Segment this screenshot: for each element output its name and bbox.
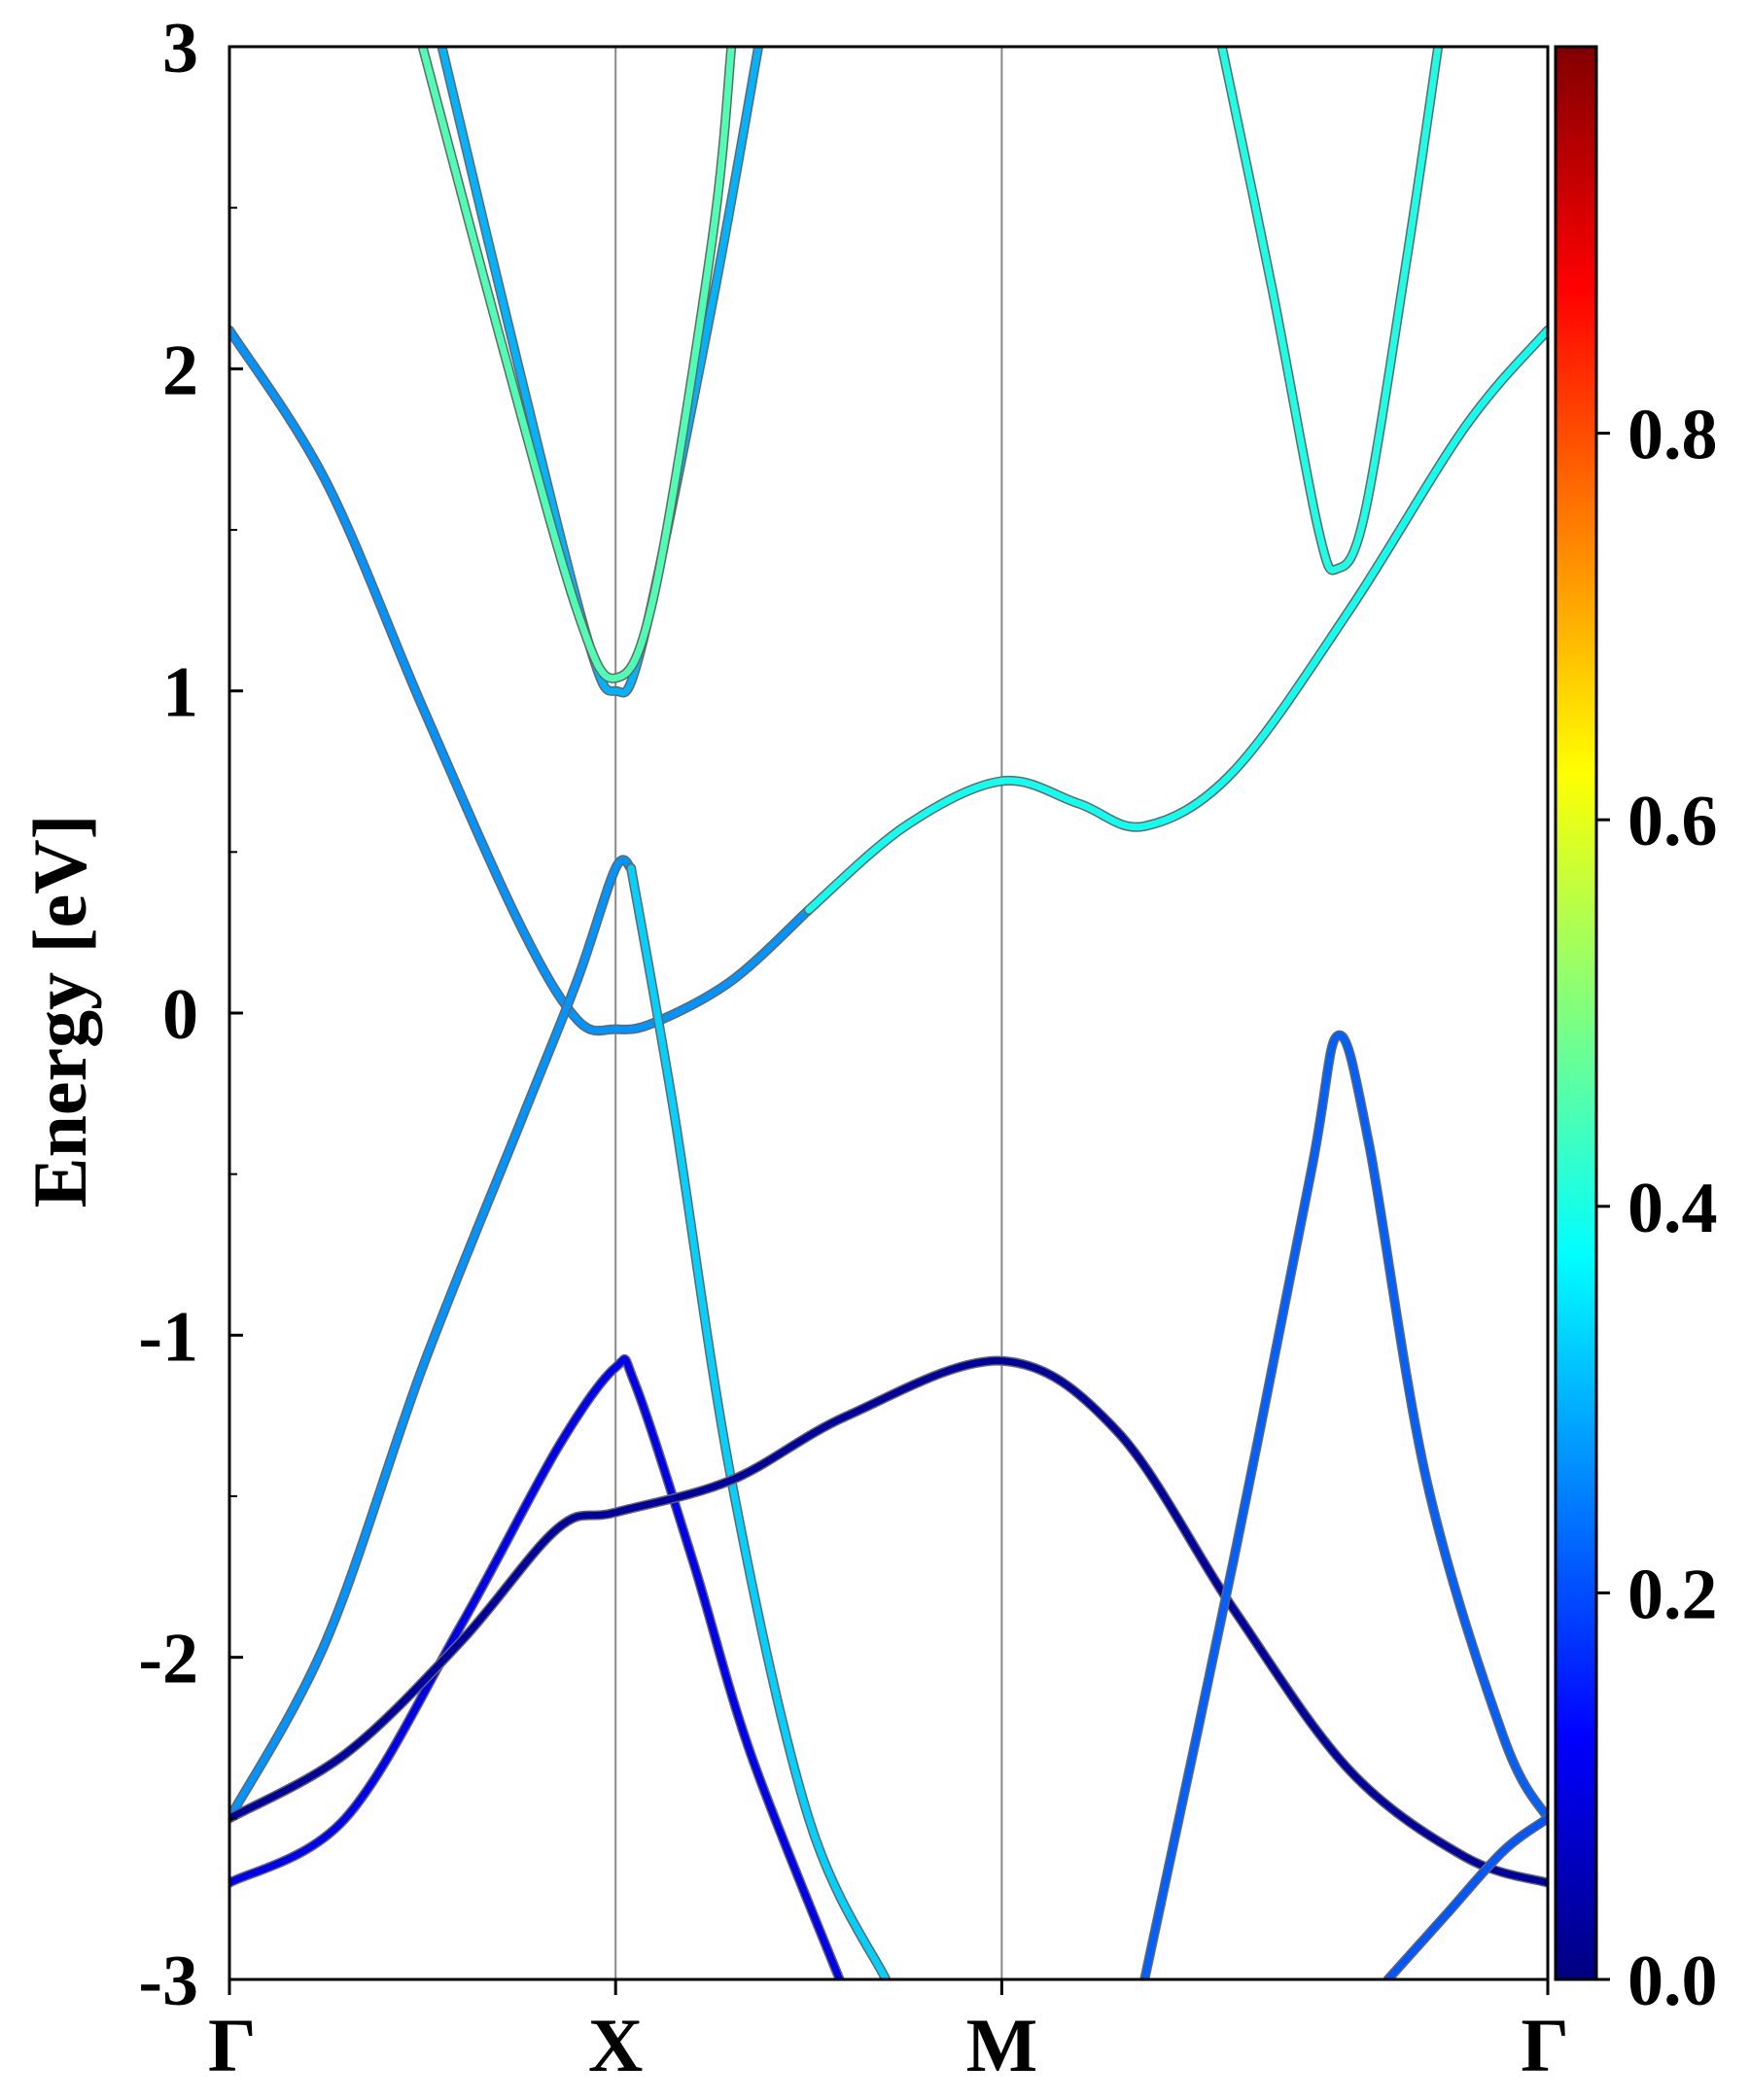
x-tick-label: X (588, 2003, 643, 2087)
x-tick-label: Γ (1521, 2003, 1569, 2087)
band-4 (627, 864, 890, 1979)
y-tick-label: 2 (162, 331, 198, 410)
colorbar-ticks: 0.0 0.2 0.4 0.6 0.8 (1596, 396, 1718, 2021)
band-9 (438, 47, 762, 696)
band-6 (229, 1357, 1548, 1887)
band-1 (229, 327, 813, 1034)
colorbar-tick-label: 0.4 (1628, 1169, 1718, 1248)
band-4-outline (626, 862, 892, 1979)
y-tick-label: 3 (162, 9, 198, 88)
band-7-outline (1139, 1030, 1548, 1979)
band-11-outline (1216, 47, 1444, 576)
colorbar-tick-label: 0.0 (1628, 1942, 1718, 2021)
y-tick-label: -1 (138, 1297, 198, 1377)
band-8 (1384, 1814, 1548, 1979)
band-2-outline (803, 325, 1548, 915)
band-11 (1218, 47, 1442, 574)
y-axis-label: Energy [eV] (18, 814, 102, 1208)
band-5 (229, 1355, 844, 1979)
x-tick-label: Γ (208, 2003, 257, 2087)
band-5-outline (229, 1354, 845, 1979)
colorbar-tick-label: 0.6 (1628, 782, 1718, 861)
band-9-outline (437, 47, 764, 698)
x-tick-label: M (966, 2003, 1038, 2087)
high-symmetry-lines (614, 47, 1003, 1979)
colorbar-tick-label: 0.2 (1628, 1555, 1718, 1634)
band-6-outline (229, 1355, 1548, 1888)
y-axis-ticks: -3 -2 -1 0 1 2 3 (138, 9, 243, 2021)
band-2 (805, 327, 1548, 914)
y-tick-label: -3 (138, 1942, 198, 2021)
colorbar-tick-label: 0.8 (1628, 396, 1718, 475)
band-10 (419, 47, 735, 682)
colorbar (1554, 45, 1598, 1981)
band-7 (1140, 1032, 1548, 1979)
y-tick-label: -2 (138, 1620, 198, 1699)
band-3 (229, 856, 635, 1822)
y-tick-label: 0 (162, 975, 198, 1055)
band-lines (229, 47, 1548, 1979)
y-tick-label: 1 (162, 653, 198, 733)
